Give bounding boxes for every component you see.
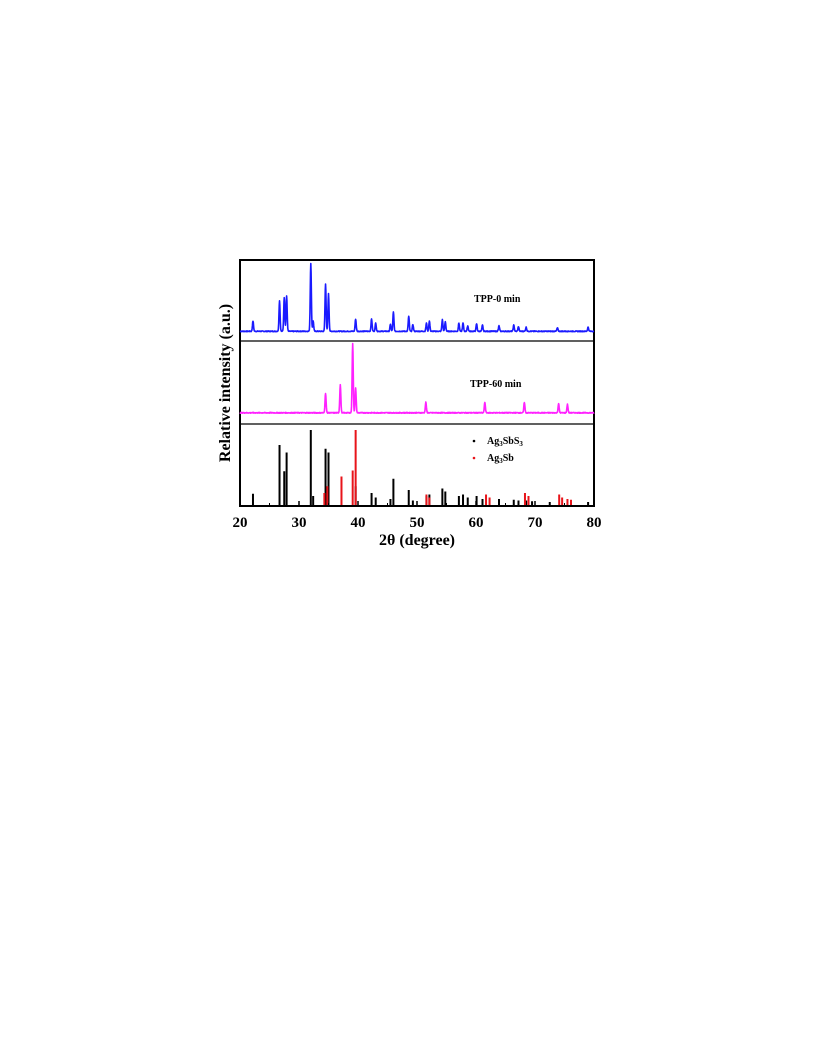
legend-label-ag3sbs3: Ag3SbS3 <box>487 436 523 448</box>
panel-label-tpp-60: TPP-60 min <box>470 379 522 390</box>
x-tick-label-20: 20 <box>233 515 248 531</box>
panel-label-tpp-0: TPP-0 min <box>474 294 521 305</box>
plot-frame <box>239 259 595 507</box>
panel-tpp-60-min <box>239 342 595 415</box>
x-tick-label-80: 80 <box>587 515 602 531</box>
y-axis-title: Relative intensity (a.u.) <box>217 304 234 462</box>
legend-marker-ag3sbs3 <box>472 439 476 443</box>
pattern-line-tpp-60-min <box>239 342 595 415</box>
legend: Ag3SbS3 Ag3Sb <box>472 436 523 465</box>
panel-tpp-0-min <box>239 262 595 333</box>
legend-label-ag3sb: Ag3Sb <box>487 453 514 465</box>
legend-marker-ag3sb <box>472 456 476 460</box>
x-tick-label-50: 50 <box>410 515 425 531</box>
x-tick-label-60: 60 <box>469 515 484 531</box>
x-tick-label-30: 30 <box>292 515 307 531</box>
pattern-line-tpp-0-min <box>239 262 595 333</box>
x-axis-ticks: 20 30 40 50 60 70 80 <box>233 501 602 531</box>
x-axis-title: 2θ (degree) <box>379 532 455 549</box>
x-tick-label-70: 70 <box>528 515 543 531</box>
x-tick-label-40: 40 <box>351 515 366 531</box>
